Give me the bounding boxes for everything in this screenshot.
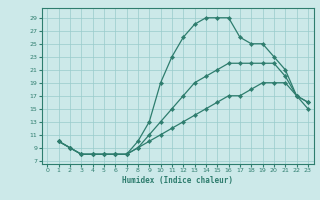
X-axis label: Humidex (Indice chaleur): Humidex (Indice chaleur) <box>122 176 233 185</box>
